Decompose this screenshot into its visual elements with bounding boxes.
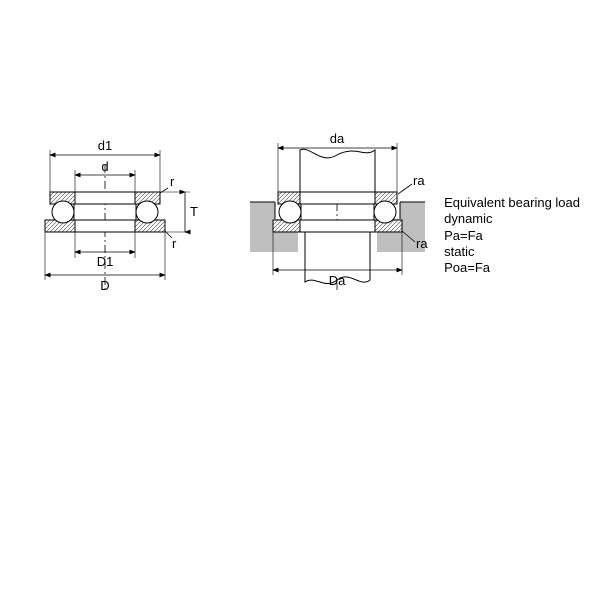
text-line-5: Poa=Fa [444, 260, 580, 276]
label-r-bot: r [172, 236, 177, 251]
text-line-1: Equivalent bearing load [444, 195, 580, 211]
label-D1: D1 [97, 254, 114, 269]
label-ra-bot: ra [416, 236, 428, 251]
ball-right [136, 201, 158, 223]
ball-r2 [374, 201, 396, 223]
diagram-2: da ra ra Da [250, 131, 428, 290]
diagram-1: d1 d r r T D1 D [45, 138, 198, 293]
label-da: da [330, 131, 345, 146]
ball-l2 [279, 201, 301, 223]
ball-left [52, 201, 74, 223]
label-d1: d1 [98, 138, 112, 153]
shaft-top [300, 149, 375, 192]
label-D: D [100, 278, 109, 293]
label-Da: Da [329, 273, 346, 288]
label-d: d [101, 159, 108, 174]
label-ra-top: ra [413, 173, 425, 188]
text-line-3: Pa=Fa [444, 228, 580, 244]
label-r-top: r [170, 174, 175, 189]
text-line-4: static [444, 244, 580, 260]
label-T: T [190, 204, 198, 219]
ra-leader-top [398, 184, 412, 194]
equivalent-load-text: Equivalent bearing load dynamic Pa=Fa st… [444, 195, 580, 276]
text-line-2: dynamic [444, 211, 580, 227]
